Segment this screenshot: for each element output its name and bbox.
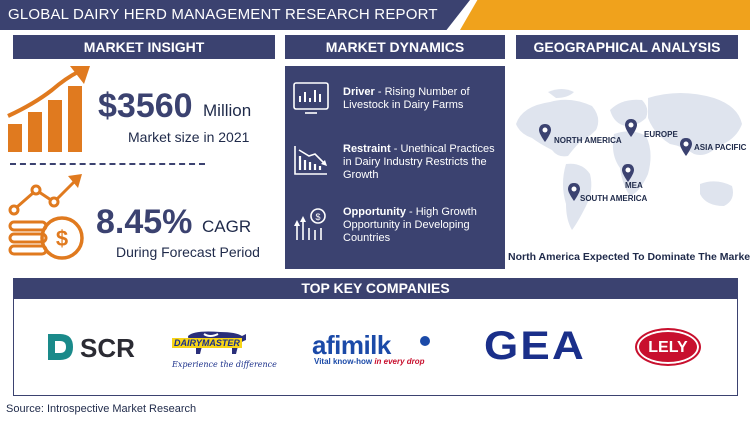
coin-growth-icon: $ <box>8 174 84 260</box>
world-map <box>516 89 742 230</box>
market-insight-title: MARKET INSIGHT <box>13 35 275 59</box>
svg-text:$: $ <box>315 212 320 222</box>
growth-bar-chart-icon <box>7 66 90 152</box>
monitor-chart-icon <box>293 82 329 114</box>
insight-divider <box>10 163 205 165</box>
restraint-text: Restraint - Unethical Practices in Dairy… <box>343 143 503 182</box>
scr-logo-icon <box>48 334 73 360</box>
scr-logo-text: SCR <box>80 333 135 363</box>
afimilk-registered-icon <box>420 336 430 346</box>
restraint-description: - Unethical Practices in Dairy Industry … <box>343 143 495 181</box>
header-bar: GLOBAL DAIRY HERD MANAGEMENT RESEARCH RE… <box>0 0 470 30</box>
cagr-caption: During Forecast Period <box>116 244 260 260</box>
market-size-value: $3560 <box>98 87 193 125</box>
afimilk-wordmark: afimilk <box>312 330 391 360</box>
geo-caption: North America Expected To Dominate The M… <box>508 251 750 263</box>
top-companies-title: TOP KEY COMPANIES <box>13 278 738 298</box>
lely-logo-text: LELY <box>648 339 688 356</box>
restraint-label: Restraint <box>343 143 391 155</box>
mea-pin-icon <box>622 164 634 182</box>
market-size-caption: Market size in 2021 <box>128 129 250 145</box>
driver-label: Driver <box>343 86 375 98</box>
dairymaster-tagline: Experience the difference <box>172 360 277 369</box>
north-america-label: NORTH AMERICA <box>554 136 622 145</box>
companies-panel <box>13 298 738 396</box>
gea-logo-text: GEA <box>484 324 586 368</box>
europe-pin-icon <box>625 119 637 137</box>
market-dynamics-title: MARKET DYNAMICS <box>285 35 505 59</box>
market-dynamics-panel: Driver - Rising Number of Livestock in D… <box>285 66 505 269</box>
mea-label: MEA <box>625 181 643 190</box>
source-note: Source: Introspective Market Research <box>6 403 197 415</box>
opportunity-text: Opportunity - High Growth Opportunity in… <box>343 206 503 245</box>
opportunity-label: Opportunity <box>343 206 406 218</box>
afimilk-tagline: Vital know-how in every drop <box>314 357 425 366</box>
lely-logo: LELY <box>635 328 701 366</box>
dairymaster-logo: DAIRYMASTER Experience the difference <box>166 326 277 372</box>
asia-pacific-label: ASIA PACIFIC <box>694 143 747 152</box>
geographical-analysis-title: GEOGRAPHICAL ANALYSIS <box>516 35 738 59</box>
report-title: GLOBAL DAIRY HERD MANAGEMENT RESEARCH RE… <box>8 6 438 23</box>
driver-text: Driver - Rising Number of Livestock in D… <box>343 86 503 112</box>
market-size-unit: Million <box>203 101 252 120</box>
declining-chart-icon <box>294 146 327 175</box>
growth-opportunity-icon: $ <box>294 208 326 240</box>
cagr-value: 8.45% <box>96 203 193 241</box>
svg-text:$: $ <box>56 226 68 251</box>
cagr-unit: CAGR <box>202 217 252 236</box>
north-america-pin-icon <box>539 124 551 142</box>
afimilk-tagline-accent: in every drop <box>374 357 425 366</box>
south-america-pin-icon <box>568 183 580 201</box>
opportunity-description: - High Growth Opportunity in Developing … <box>343 206 477 244</box>
asia-pacific-pin-icon <box>680 138 692 156</box>
south-america-label: SOUTH AMERICA <box>580 194 648 203</box>
afimilk-tagline-main: Vital know-how <box>314 357 375 366</box>
driver-description: - Rising Number of Livestock in Dairy Fa… <box>343 86 470 111</box>
header-accent-bar <box>460 0 750 30</box>
dairymaster-wordmark: DAIRYMASTER <box>172 338 242 348</box>
europe-label: EUROPE <box>644 130 678 139</box>
